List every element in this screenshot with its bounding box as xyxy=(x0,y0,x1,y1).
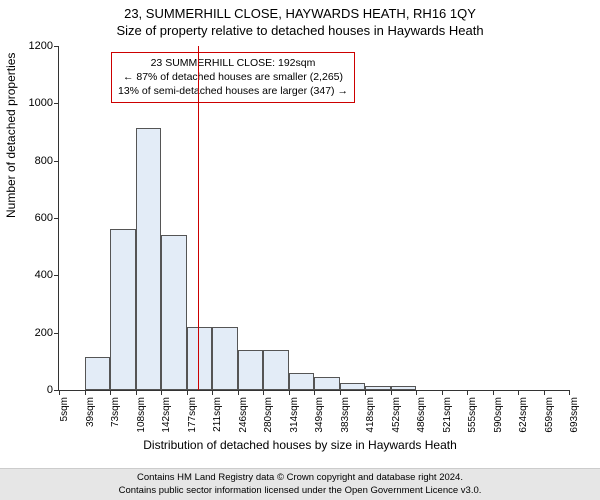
x-tick-mark xyxy=(85,390,86,395)
chart-title-main: 23, SUMMERHILL CLOSE, HAYWARDS HEATH, RH… xyxy=(0,0,600,21)
x-tick-mark xyxy=(161,390,162,395)
chart-title-sub: Size of property relative to detached ho… xyxy=(0,21,600,38)
x-tick-mark xyxy=(340,390,341,395)
y-tick-mark xyxy=(54,161,59,162)
y-tick-label: 200 xyxy=(19,327,53,339)
histogram-bar xyxy=(85,357,111,390)
histogram-bar xyxy=(136,128,162,390)
x-tick-mark xyxy=(365,390,366,395)
histogram-bar xyxy=(238,350,264,390)
x-tick-mark xyxy=(110,390,111,395)
y-axis-label: Number of detached properties xyxy=(4,53,18,218)
histogram-bar xyxy=(289,373,315,390)
y-tick-mark xyxy=(54,103,59,104)
histogram-bar xyxy=(340,383,366,390)
histogram-bar xyxy=(161,235,187,390)
y-tick-label: 0 xyxy=(19,384,53,396)
reference-info-box: 23 SUMMERHILL CLOSE: 192sqm ← 87% of det… xyxy=(111,52,355,103)
x-tick-mark xyxy=(569,390,570,395)
y-tick-label: 400 xyxy=(19,269,53,281)
footer-line-1: Contains HM Land Registry data © Crown c… xyxy=(0,472,600,484)
x-tick-mark xyxy=(391,390,392,395)
y-tick-label: 1000 xyxy=(19,97,53,109)
histogram-bar xyxy=(314,377,340,390)
y-tick-mark xyxy=(54,333,59,334)
info-line-1: 23 SUMMERHILL CLOSE: 192sqm xyxy=(118,56,348,70)
x-tick-mark xyxy=(263,390,264,395)
y-tick-label: 800 xyxy=(19,155,53,167)
info-line-3: 13% of semi-detached houses are larger (… xyxy=(118,84,348,98)
footer-attribution: Contains HM Land Registry data © Crown c… xyxy=(0,468,600,500)
x-tick-mark xyxy=(187,390,188,395)
y-tick-mark xyxy=(54,275,59,276)
histogram-bar xyxy=(187,327,213,390)
footer-line-2: Contains public sector information licen… xyxy=(0,485,600,497)
x-tick-mark xyxy=(238,390,239,395)
x-tick-mark xyxy=(416,390,417,395)
histogram-bar xyxy=(391,386,417,390)
reference-line xyxy=(198,46,199,390)
x-tick-mark xyxy=(544,390,545,395)
x-tick-mark xyxy=(493,390,494,395)
x-tick-mark xyxy=(467,390,468,395)
histogram-bar xyxy=(365,386,391,390)
x-tick-mark xyxy=(518,390,519,395)
info-line-2: ← 87% of detached houses are smaller (2,… xyxy=(118,70,348,84)
histogram-bar xyxy=(263,350,289,390)
x-tick-mark xyxy=(136,390,137,395)
chart-plot-area: 23 SUMMERHILL CLOSE: 192sqm ← 87% of det… xyxy=(58,46,569,391)
x-tick-mark xyxy=(314,390,315,395)
y-tick-mark xyxy=(54,218,59,219)
x-axis-label: Distribution of detached houses by size … xyxy=(0,438,600,452)
x-tick-mark xyxy=(289,390,290,395)
histogram-bar xyxy=(110,229,136,390)
x-tick-mark xyxy=(59,390,60,395)
x-tick-mark xyxy=(212,390,213,395)
x-tick-mark xyxy=(442,390,443,395)
y-tick-label: 1200 xyxy=(19,40,53,52)
y-tick-label: 600 xyxy=(19,212,53,224)
histogram-bar xyxy=(212,327,238,390)
y-tick-mark xyxy=(54,46,59,47)
